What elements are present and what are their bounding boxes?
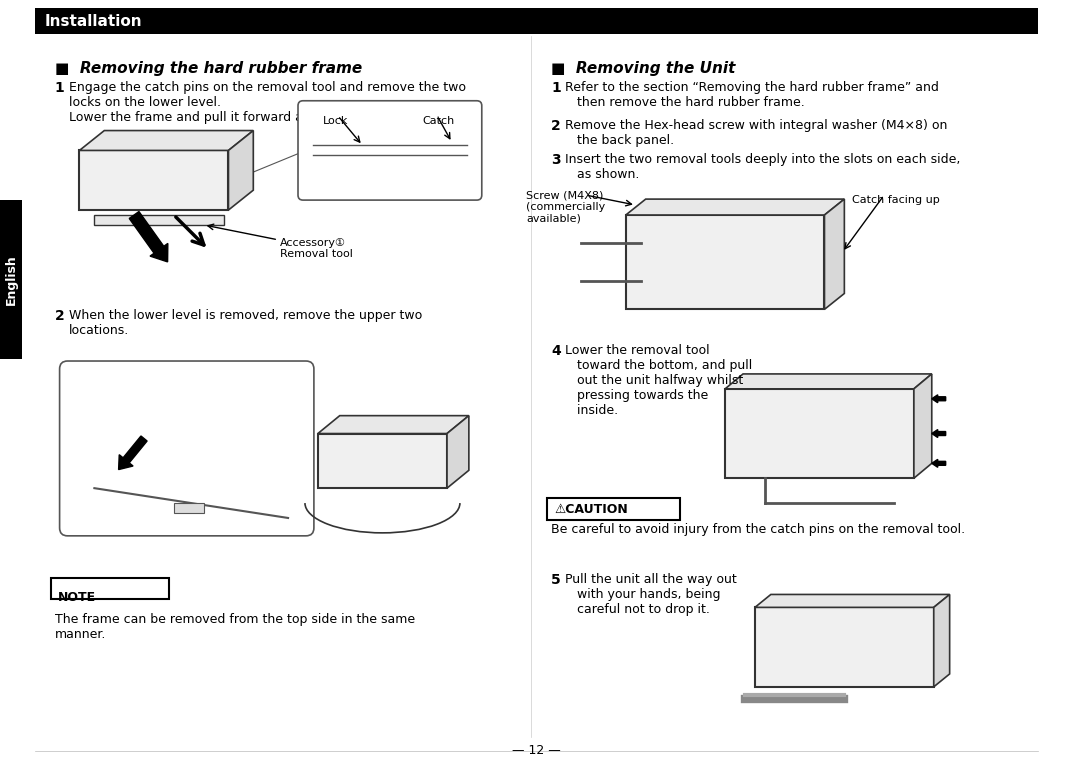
- Text: Lower the removal tool
   toward the bottom, and pull
   out the unit halfway wh: Lower the removal tool toward the bottom…: [565, 344, 753, 417]
- Text: Be careful to avoid injury from the catch pins on the removal tool.: Be careful to avoid injury from the catc…: [551, 523, 966, 536]
- Bar: [35, 8, 1038, 34]
- Text: Accessory①
Removal tool: Accessory① Removal tool: [280, 238, 353, 259]
- Polygon shape: [447, 415, 469, 488]
- Polygon shape: [824, 199, 845, 309]
- Text: 1: 1: [55, 81, 65, 95]
- Text: 4: 4: [551, 344, 562, 358]
- Text: ■  Removing the Unit: ■ Removing the Unit: [551, 61, 735, 76]
- FancyBboxPatch shape: [59, 361, 314, 536]
- Text: Catch facing up: Catch facing up: [852, 195, 940, 205]
- Text: 1: 1: [551, 81, 562, 95]
- Polygon shape: [94, 215, 224, 225]
- Text: Pull the unit all the way out
   with your hands, being
   careful not to drop i: Pull the unit all the way out with your …: [565, 572, 737, 616]
- Text: English: English: [4, 255, 17, 305]
- Text: The frame can be removed from the top side in the same
manner.: The frame can be removed from the top si…: [55, 613, 415, 642]
- FancyBboxPatch shape: [298, 101, 482, 200]
- Text: Screw (M4X8)
(commercially
available): Screw (M4X8) (commercially available): [526, 190, 606, 223]
- Text: Installation: Installation: [44, 14, 143, 29]
- Text: 5: 5: [551, 572, 562, 587]
- Polygon shape: [914, 374, 932, 479]
- Polygon shape: [80, 130, 254, 150]
- Text: When the lower level is removed, remove the upper two
locations.: When the lower level is removed, remove …: [68, 309, 422, 338]
- Text: — 12 —: — 12 —: [512, 744, 561, 757]
- Text: Remove the Hex-head screw with integral washer (M4×8) on
   the back panel.: Remove the Hex-head screw with integral …: [565, 119, 947, 146]
- Text: Engage the catch pins on the removal tool and remove the two
locks on the lower : Engage the catch pins on the removal too…: [68, 81, 465, 124]
- Polygon shape: [755, 594, 949, 607]
- FancyBboxPatch shape: [80, 150, 229, 210]
- Text: ■  Removing the hard rubber frame: ■ Removing the hard rubber frame: [55, 61, 362, 76]
- Text: 3: 3: [551, 153, 561, 168]
- FancyBboxPatch shape: [548, 498, 680, 520]
- FancyBboxPatch shape: [725, 389, 914, 479]
- Text: Refer to the section “Removing the hard rubber frame” and
   then remove the har: Refer to the section “Removing the hard …: [565, 81, 940, 109]
- Text: 2: 2: [55, 309, 65, 323]
- Text: Catch: Catch: [422, 116, 455, 126]
- FancyArrow shape: [130, 212, 167, 262]
- Polygon shape: [625, 199, 845, 215]
- FancyArrow shape: [932, 430, 946, 437]
- FancyBboxPatch shape: [51, 578, 168, 600]
- FancyArrow shape: [119, 436, 147, 469]
- Text: 2: 2: [551, 119, 562, 133]
- Bar: [0, 200, 22, 359]
- Polygon shape: [934, 594, 949, 687]
- FancyArrow shape: [932, 459, 946, 467]
- FancyArrow shape: [932, 395, 946, 403]
- Text: NOTE: NOTE: [57, 591, 96, 604]
- Polygon shape: [318, 415, 469, 434]
- FancyBboxPatch shape: [318, 434, 447, 488]
- Text: ⚠CAUTION: ⚠CAUTION: [554, 503, 629, 516]
- Text: Lock: Lock: [323, 116, 348, 126]
- Polygon shape: [229, 130, 254, 210]
- FancyBboxPatch shape: [625, 215, 824, 309]
- Polygon shape: [725, 374, 932, 389]
- Bar: [174, 503, 204, 513]
- Text: Insert the two removal tools deeply into the slots on each side,
   as shown.: Insert the two removal tools deeply into…: [565, 153, 960, 181]
- FancyBboxPatch shape: [755, 607, 934, 687]
